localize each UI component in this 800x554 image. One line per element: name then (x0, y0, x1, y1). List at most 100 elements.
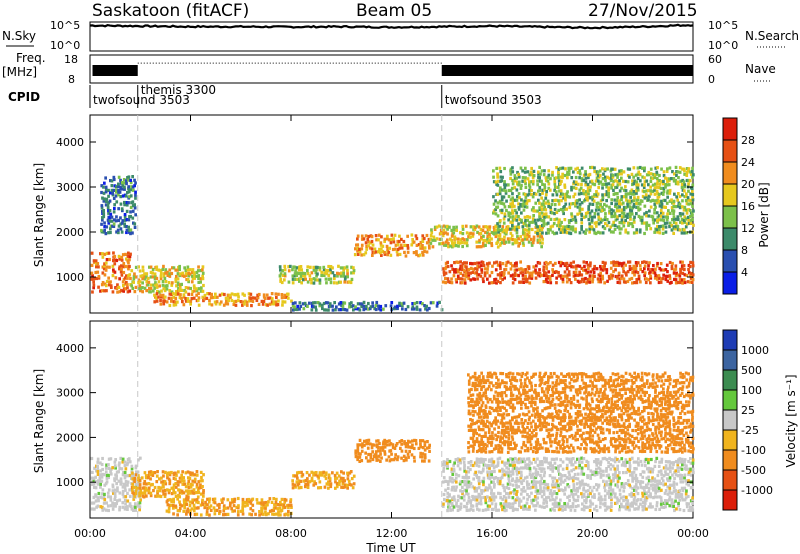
power-cell-2105 (558, 218, 561, 222)
power-cell-1459 (653, 271, 657, 275)
velocity-cell-949 (459, 502, 463, 506)
velocity-cell-570 (264, 510, 267, 514)
power-cell-2723 (664, 185, 667, 189)
power-cell-1549 (438, 237, 442, 241)
power-cell-2611 (645, 189, 649, 193)
power-cell-468 (195, 270, 199, 274)
power-cell-1983 (534, 201, 538, 205)
power-cell-2532 (630, 172, 634, 176)
velocity-cell-486 (207, 500, 211, 504)
velocity-cell-1426 (557, 467, 560, 471)
power-cell-1726 (525, 237, 529, 241)
velocity-cell-1297 (530, 461, 533, 465)
power-cell-2306 (593, 193, 596, 197)
velocity-cell-264 (144, 476, 148, 480)
velocity-cell-119 (118, 505, 122, 509)
velocity-cell-1381 (548, 464, 552, 468)
power-cell-879 (398, 301, 401, 305)
velocity-cell-1507 (576, 477, 580, 481)
power-cell-803 (314, 305, 317, 309)
power-cell-695 (301, 271, 305, 275)
power-cell-2537 (632, 205, 636, 209)
power-cell-1447 (647, 264, 650, 268)
power-cell-249 (125, 225, 128, 229)
power-cell-1862 (511, 192, 514, 196)
velocity-cell-1854 (654, 460, 657, 464)
velocity-cell-1787 (641, 501, 645, 505)
velocity-cell-731 (356, 455, 360, 459)
power-cell-439 (185, 277, 188, 282)
power-cell-325 (141, 290, 144, 294)
velocity-cell-325 (170, 486, 174, 490)
velocity-cell-161 (126, 491, 129, 495)
power-cell-2048 (545, 190, 548, 194)
power-cell-34 (103, 273, 107, 277)
power-cell-764 (343, 277, 347, 281)
velocity-cell-883 (444, 488, 447, 492)
power-cell-2050 (544, 176, 548, 180)
velocity-cell-1844 (651, 467, 655, 471)
power-cell-2416 (611, 183, 615, 187)
power-cell-194 (113, 184, 117, 188)
velocity-cell-1242 (519, 492, 523, 496)
velocity-cell-1963 (678, 498, 682, 502)
velocity-cell-625 (292, 474, 295, 478)
velocity-cell-1935 (672, 486, 676, 490)
power-cell-393 (164, 268, 168, 272)
power-cell-861 (374, 307, 378, 312)
power-cell-1798 (499, 175, 503, 179)
velocity-cell-564 (260, 498, 264, 502)
velocity-cell-1247 (520, 474, 523, 478)
velocity-cell-172 (128, 473, 132, 478)
velocity-cell-1476 (570, 463, 573, 467)
velocity-cell-1231 (518, 504, 521, 508)
power-cell-1830 (504, 189, 508, 193)
power-cell-379 (159, 268, 163, 273)
power-cell-2459 (618, 179, 621, 183)
power-cell-230 (120, 207, 124, 211)
power-cell-2268 (587, 192, 590, 196)
velocity-cell-553 (254, 512, 257, 516)
power-cell-1621 (473, 227, 477, 231)
power-cell-2442 (616, 192, 619, 196)
velocity-cell-1920 (668, 466, 672, 470)
velocity-cell-893 (446, 486, 450, 490)
power-cell-294 (134, 213, 137, 217)
velocity-cell-2045 (467, 379, 471, 383)
velocity-cell-580 (270, 508, 274, 513)
velocity-cell-1632 (608, 492, 611, 496)
power-cell-2381 (605, 182, 608, 186)
power-cell-999 (404, 254, 408, 258)
power-cell-1399 (622, 261, 626, 265)
power-cell-541 (196, 298, 200, 302)
velocity-cell-1727 (629, 502, 632, 506)
power-cell-1375 (612, 260, 615, 264)
power-cell-1119 (477, 273, 481, 277)
power-cell-2312 (595, 221, 598, 225)
velocity-cell-1442 (561, 474, 564, 478)
power-cell-1330 (588, 280, 592, 284)
velocity-cell-1944 (674, 495, 678, 499)
power-cell-2575 (638, 215, 642, 220)
power-cell-1852 (511, 223, 514, 227)
power-cell-308 (132, 280, 135, 284)
velocity-cell-721 (350, 483, 353, 487)
power-cell-2323 (596, 230, 600, 234)
velocity-cell-2005 (686, 494, 690, 499)
power-cell-50 (108, 265, 111, 269)
velocity-cell-1344 (540, 469, 543, 473)
velocity-cell-154 (123, 470, 127, 475)
velocity-cell-1184 (506, 458, 510, 462)
cpid-segment-label-0: twofsound 3503 (93, 93, 190, 107)
velocity-cell-75 (106, 491, 110, 495)
power-cell-537 (192, 296, 196, 300)
power-cell-1215 (528, 273, 532, 277)
power-cell-978 (391, 247, 395, 252)
power-cell-572 (226, 302, 230, 306)
power-cell-2680 (657, 214, 661, 218)
velocity-cell-323 (168, 471, 171, 475)
velocity-cell-1076 (486, 486, 489, 490)
velocity-cell-1802 (643, 485, 646, 490)
power-cell-1058 (450, 264, 453, 268)
velocity-cell-1736 (628, 457, 632, 461)
